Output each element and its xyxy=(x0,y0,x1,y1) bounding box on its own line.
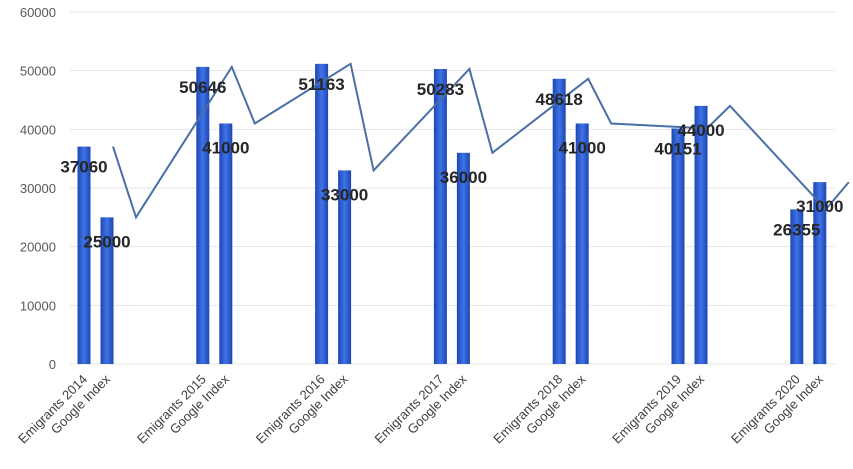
bar xyxy=(433,69,447,364)
y-tick-label: 20000 xyxy=(20,240,56,255)
data-label: 44000 xyxy=(677,121,724,140)
data-label: 51163 xyxy=(298,75,344,94)
bar xyxy=(219,123,233,364)
y-tick-label: 40000 xyxy=(20,122,56,137)
data-label: 50283 xyxy=(417,80,464,99)
data-label: 37060 xyxy=(60,158,107,177)
data-labels: 37060 25000 50646 41000 51163 33000 50283 36000… xyxy=(60,75,843,251)
data-label: 31000 xyxy=(796,197,843,216)
bar xyxy=(456,152,470,364)
data-label: 50646 xyxy=(179,78,226,97)
bars xyxy=(77,63,827,364)
data-label: 33000 xyxy=(321,185,368,204)
data-label: 36000 xyxy=(440,168,487,187)
y-tick-label: 50000 xyxy=(20,64,56,79)
data-label: 41000 xyxy=(202,138,249,157)
trend-line xyxy=(112,62,850,220)
y-tick-label: 10000 xyxy=(20,298,56,313)
bar xyxy=(196,66,210,364)
bar xyxy=(790,209,804,364)
bar xyxy=(100,217,114,364)
y-tick-label: 30000 xyxy=(20,181,56,196)
bar xyxy=(813,182,827,364)
bar xyxy=(671,128,685,364)
y-tick-label: 60000 xyxy=(20,5,56,20)
bar xyxy=(552,78,566,364)
bar xyxy=(338,170,352,364)
y-axis-ticks: 0 10000 20000 30000 40000 50000 60000 xyxy=(20,5,56,372)
data-label: 25000 xyxy=(83,232,130,251)
y-tick-label: 0 xyxy=(49,357,56,372)
bar xyxy=(575,123,589,364)
gridlines xyxy=(70,11,835,365)
data-label: 26355 xyxy=(773,220,820,239)
bar xyxy=(77,146,91,364)
series-line xyxy=(112,62,850,220)
data-label: 41000 xyxy=(559,138,606,157)
data-label: 48618 xyxy=(536,90,583,109)
data-label: 40151 xyxy=(654,139,701,158)
bar xyxy=(315,63,329,364)
bar xyxy=(694,105,708,364)
